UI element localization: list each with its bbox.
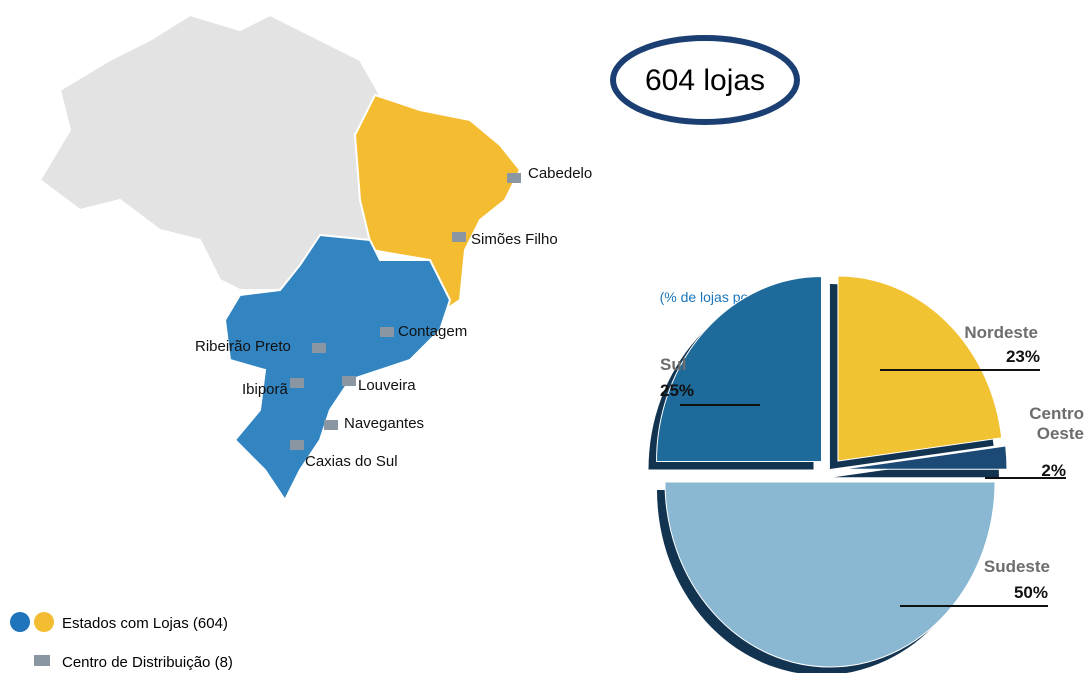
city-label: Caxias do Sul (305, 453, 398, 470)
city-icon (324, 420, 338, 430)
pie-slice (656, 276, 823, 463)
legend-stores: Estados com Lojas (604) (62, 615, 228, 632)
value-label: 25% (660, 381, 694, 400)
value-label: 50% (1014, 583, 1048, 602)
city-icon (290, 378, 304, 388)
city-icon (290, 440, 304, 450)
city-label: Navegantes (344, 415, 424, 432)
pie-slice (841, 445, 1008, 470)
city-label: Ibiporã (242, 381, 289, 398)
map-northeast (353, 93, 522, 312)
pie-slice (837, 275, 1003, 462)
city-label: Louveira (358, 377, 416, 394)
value-label: 2% (1041, 461, 1066, 480)
city-label: Cabedelo (528, 165, 592, 182)
city-label: Contagem (398, 323, 467, 340)
city-label: Ribeirão Preto (195, 338, 291, 355)
category-label: Nordeste (964, 323, 1038, 342)
legend-icon (34, 655, 50, 666)
legend-centers: Centro de Distribuição (8) (62, 654, 233, 671)
pie-slice (664, 481, 996, 668)
badge (610, 35, 800, 125)
category-label: Centro Oeste (1029, 404, 1084, 443)
city-icon (380, 327, 394, 337)
legend-blue (10, 612, 30, 632)
city-icon (342, 376, 356, 386)
city-label: Simões Filho (471, 231, 558, 248)
category-label: Sul (660, 355, 686, 374)
badge-text: 604 lojas (645, 64, 765, 97)
city-icon (452, 232, 466, 242)
city-icon (312, 343, 326, 353)
value-label: 23% (1006, 347, 1040, 366)
legend-yellow (34, 612, 54, 632)
category-label: Sudeste (984, 557, 1050, 576)
map-south-southeast (223, 233, 452, 502)
city-icon (507, 173, 521, 183)
